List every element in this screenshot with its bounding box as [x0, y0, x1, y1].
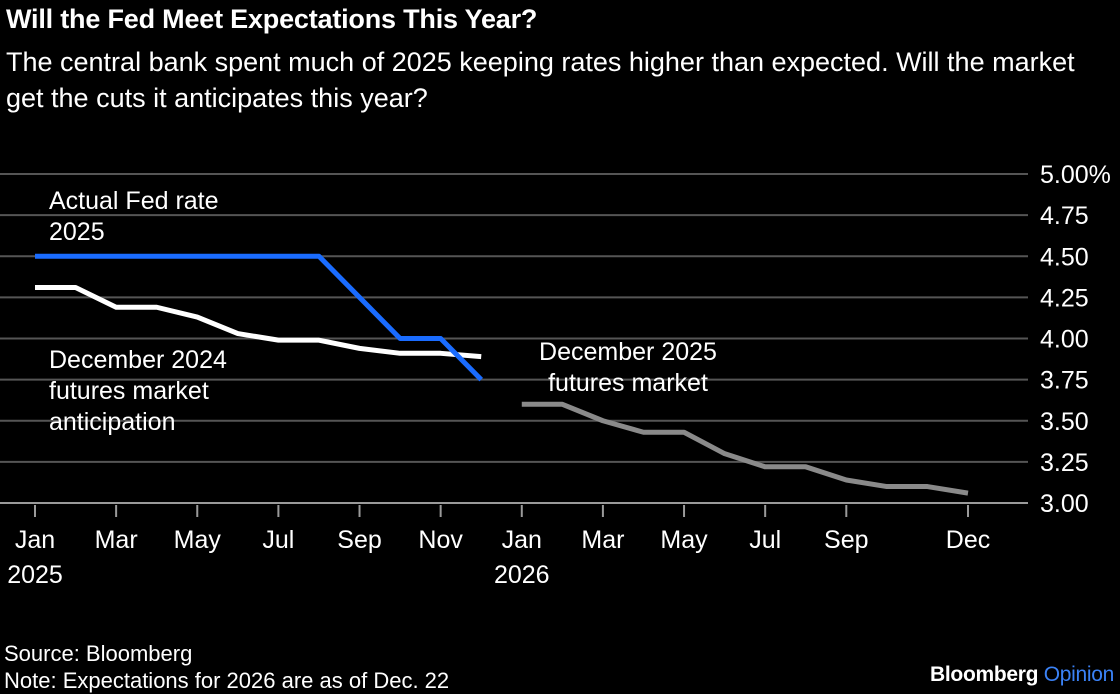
y-tick-label: 3.75	[1040, 367, 1089, 395]
series-label-futures2024: anticipation	[49, 408, 175, 436]
series-label-futures2025: December 2025	[539, 338, 717, 366]
x-tick-label: Jul	[749, 526, 781, 554]
grid-lines	[0, 173, 1028, 504]
series-label-actual: Actual Fed rate	[49, 187, 219, 215]
y-tick-label: 3.25	[1040, 449, 1089, 477]
series-line-futures2024	[35, 285, 482, 360]
y-tick-label: 4.50	[1040, 243, 1089, 271]
brand-name: Bloomberg	[930, 663, 1039, 686]
series-label-futures2024: December 2024	[49, 346, 227, 374]
series-lines	[35, 253, 969, 496]
chart-title: Will the Fed Meet Expectations This Year…	[6, 4, 538, 34]
y-axis: 3.00 3.25 3.50 3.75 4.00 4.25 4.50 4.75 5.00%	[1040, 161, 1111, 518]
x-tick-year: 2025	[7, 561, 63, 589]
series-labels: Actual Fed rate 2025 December 2024 futures …	[49, 187, 717, 436]
x-tick-label: May	[660, 526, 708, 554]
x-tick-label: Mar	[95, 526, 138, 554]
y-tick-label: 5.00%	[1040, 161, 1111, 189]
series-label-futures2025: futures market	[548, 369, 708, 397]
y-tick-label: 4.75	[1040, 202, 1089, 230]
x-tick-label: Jan	[502, 526, 542, 554]
x-tick-label: Sep	[337, 526, 381, 554]
footnote: Note: Expectations for 2026 are as of De…	[4, 668, 450, 693]
source-note: Source: Bloomberg	[4, 641, 193, 666]
chart-subtitle: The central bank spent much of 2025 keep…	[6, 47, 1075, 113]
x-tick-label: Nov	[418, 526, 463, 554]
brand-logo: Bloomberg Opinion	[930, 663, 1114, 687]
x-tick-label: Dec	[946, 526, 990, 554]
x-tick-label: Sep	[824, 526, 868, 554]
x-tick-label: Jul	[262, 526, 294, 554]
y-tick-label: 4.25	[1040, 284, 1089, 312]
x-axis: Jan 2025 Mar May Jul Sep Nov Jan 2026 Mar May Jul Se…	[7, 505, 990, 589]
x-tick-year: 2026	[494, 561, 550, 589]
y-tick-label: 4.00	[1040, 326, 1089, 354]
series-line-actual	[35, 253, 483, 382]
y-tick-label: 3.00	[1040, 490, 1089, 518]
y-tick-label: 3.50	[1040, 408, 1089, 436]
x-tick-label: Mar	[581, 526, 624, 554]
brand-suffix: Opinion	[1043, 663, 1115, 686]
series-line-futures2025	[521, 401, 969, 496]
series-label-actual: 2025	[49, 218, 105, 246]
series-label-futures2024: futures market	[49, 377, 209, 405]
x-tick-label: Jan	[15, 526, 55, 554]
x-tick-label: May	[174, 526, 222, 554]
